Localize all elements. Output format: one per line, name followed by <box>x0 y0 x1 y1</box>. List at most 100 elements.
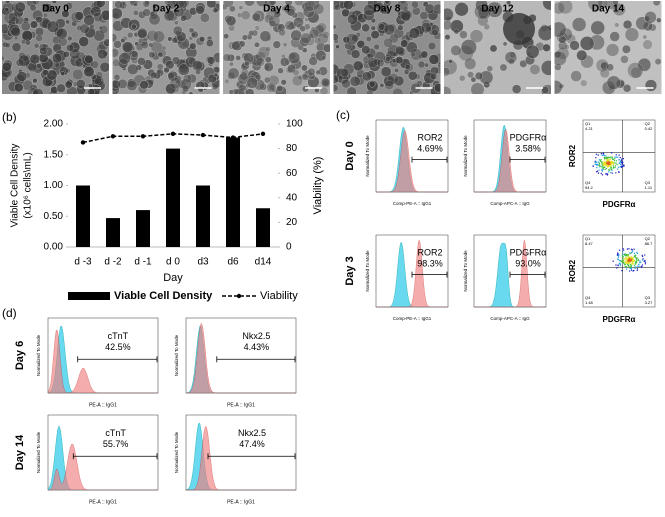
event <box>630 248 633 251</box>
cell <box>322 43 330 53</box>
cell <box>387 73 399 85</box>
plot-frame <box>375 234 449 308</box>
event <box>612 161 614 163</box>
cell <box>313 3 325 15</box>
event <box>607 159 609 162</box>
cell <box>292 69 300 76</box>
stain-histogram <box>185 322 296 394</box>
cell <box>622 84 632 93</box>
image-label: Day 14 <box>592 4 625 15</box>
cell <box>156 63 164 71</box>
cell <box>93 1 104 10</box>
event <box>616 267 618 269</box>
cell <box>255 57 266 67</box>
cell <box>627 62 644 79</box>
event <box>621 251 624 253</box>
cell <box>367 57 379 68</box>
cell <box>89 9 95 14</box>
event <box>596 170 599 172</box>
x-axis-title: PE-A :: IgG1 <box>227 499 255 505</box>
event <box>616 163 618 166</box>
gate-percent: 4.69% <box>417 143 443 153</box>
cell <box>11 42 22 53</box>
event <box>636 257 638 259</box>
y-axis-title: Normalized To Mode <box>463 135 468 177</box>
cell <box>656 17 662 23</box>
cell <box>112 7 123 20</box>
cell <box>35 62 42 69</box>
cell <box>597 1 609 9</box>
gate-marker: ROR2 <box>417 132 442 142</box>
image-label: Day 12 <box>481 4 514 15</box>
legend-dot <box>236 293 242 299</box>
cell <box>32 78 38 84</box>
event <box>624 265 627 268</box>
cell <box>20 21 31 32</box>
dot-plot-frame <box>582 119 656 193</box>
cell <box>14 1 26 13</box>
cells <box>223 1 330 94</box>
event <box>617 252 619 255</box>
cell <box>264 56 272 64</box>
event <box>597 161 600 163</box>
cells <box>444 1 551 94</box>
cell <box>400 1 406 5</box>
aggregate <box>503 13 535 45</box>
event <box>630 257 632 259</box>
cell <box>576 49 588 61</box>
cell <box>42 69 49 76</box>
event <box>643 260 646 263</box>
cell <box>120 38 126 44</box>
cell <box>554 1 565 15</box>
event <box>617 258 619 260</box>
event <box>642 259 644 261</box>
cell <box>24 39 31 46</box>
y-axis-title: Normalized To Mode <box>463 250 468 292</box>
cell <box>22 17 30 24</box>
event <box>629 266 631 269</box>
cell <box>39 47 48 56</box>
cell <box>177 63 190 76</box>
cell <box>140 41 149 50</box>
cell <box>391 58 397 64</box>
cell <box>349 75 361 87</box>
cell <box>642 39 653 50</box>
event <box>625 268 628 270</box>
event <box>621 163 623 165</box>
event <box>623 164 625 166</box>
event <box>627 265 630 267</box>
cell <box>78 36 90 47</box>
cell <box>228 89 235 94</box>
event <box>615 172 617 174</box>
cell <box>223 33 230 40</box>
event <box>637 265 639 267</box>
cell <box>278 28 286 37</box>
cell <box>284 1 293 7</box>
event <box>598 164 600 167</box>
cell <box>29 4 37 12</box>
event <box>639 260 641 262</box>
cell <box>399 9 412 21</box>
event <box>626 263 629 266</box>
event <box>620 166 623 169</box>
cell <box>334 3 341 11</box>
cell <box>400 39 409 48</box>
event <box>595 153 598 156</box>
event <box>619 264 622 267</box>
event <box>611 156 613 158</box>
cell <box>150 71 158 79</box>
cell <box>427 41 437 51</box>
event <box>596 164 598 166</box>
event <box>634 255 637 257</box>
cell <box>459 75 466 82</box>
cell <box>341 79 351 89</box>
event <box>612 163 614 165</box>
cell <box>88 83 93 89</box>
event <box>618 159 620 161</box>
cell <box>157 51 164 58</box>
event <box>622 157 625 160</box>
cell <box>395 56 404 65</box>
cell <box>97 48 108 60</box>
cell <box>370 30 380 40</box>
